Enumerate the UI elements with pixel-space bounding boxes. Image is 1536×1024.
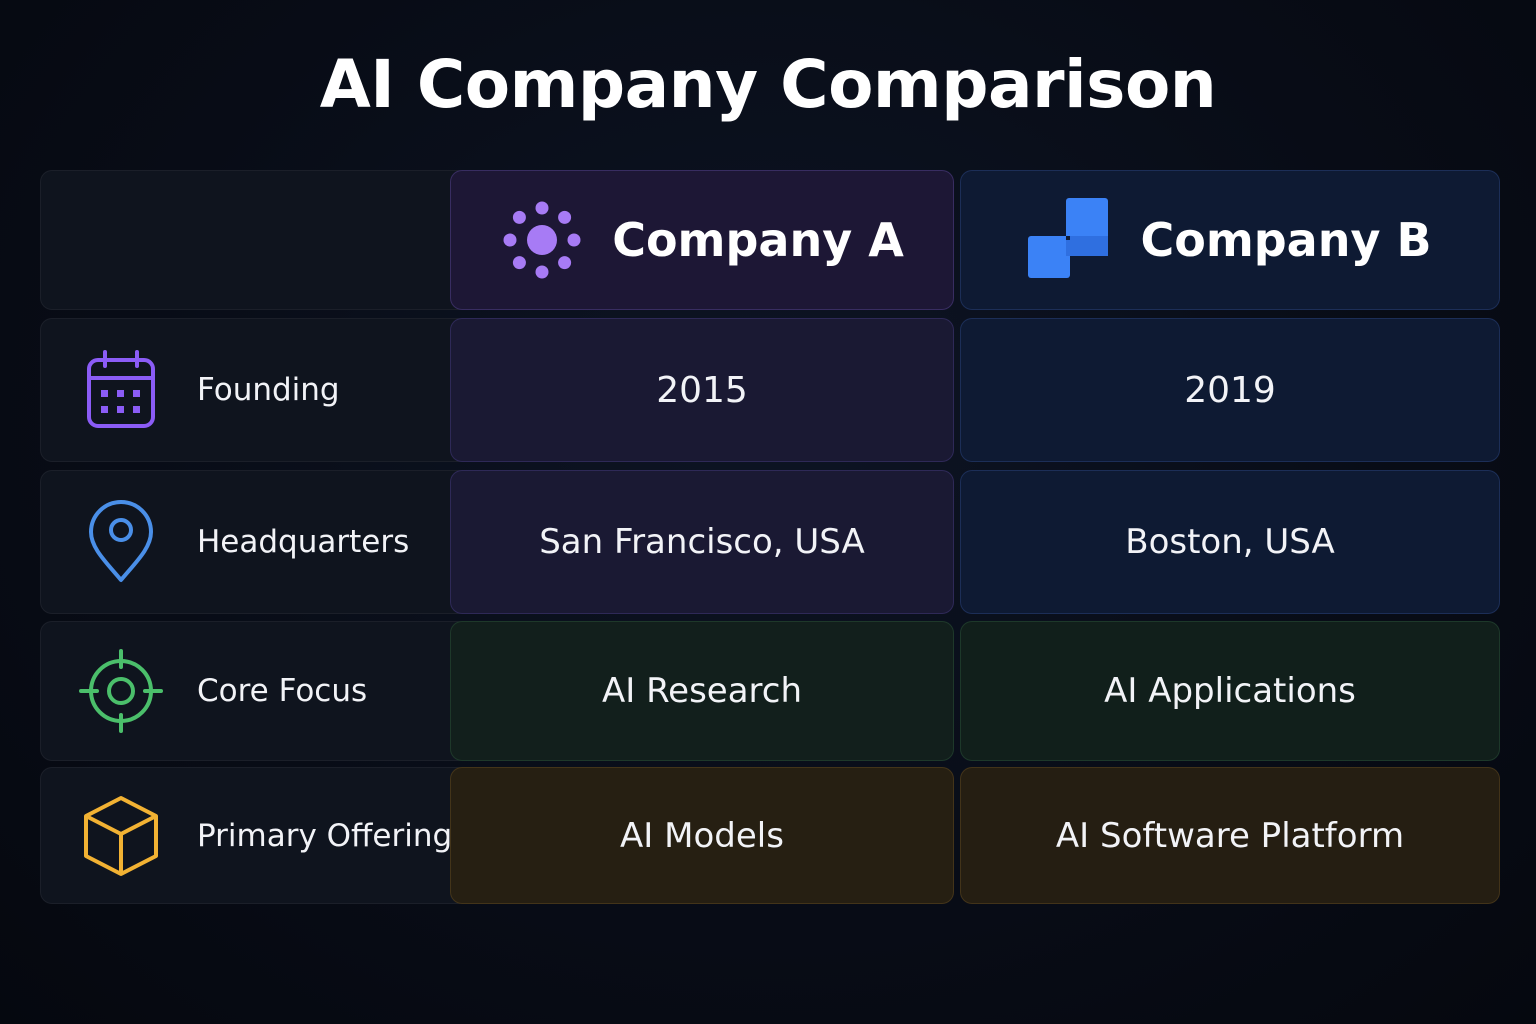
cell-value: AI Applications <box>1104 671 1356 711</box>
company-a-name: Company A <box>612 213 904 267</box>
cell-value: Boston, USA <box>1125 522 1335 562</box>
cell-value: AI Software Platform <box>1055 815 1405 856</box>
calendar-icon <box>79 348 163 432</box>
blue-squares-icon <box>1028 198 1112 282</box>
company-a-primary-offering: AI Models <box>450 767 954 904</box>
box-icon <box>79 794 163 878</box>
cell-value: San Francisco, USA <box>539 522 865 562</box>
cell-value: AI Models <box>620 815 784 856</box>
page-title: AI Company Comparison <box>319 46 1217 123</box>
company-b-primary-offering: AI Software Platform <box>960 767 1500 904</box>
row-label-primary-offering: Primary Offering <box>40 767 470 904</box>
header-empty-cell <box>40 170 470 310</box>
row-label-headquarters: Headquarters <box>40 470 470 614</box>
row-label-core-focus: Core Focus <box>40 621 470 761</box>
comparison-table: Company A Company B <box>40 170 1500 904</box>
row-label-text: Headquarters <box>197 524 410 560</box>
company-b-headquarters: Boston, USA <box>960 470 1500 614</box>
cell-value: 2019 <box>1184 369 1276 411</box>
company-a-founding: 2015 <box>450 318 954 462</box>
company-b-name: Company B <box>1140 213 1432 267</box>
company-a-headquarters: San Francisco, USA <box>450 470 954 614</box>
map-pin-icon <box>79 500 163 584</box>
company-b-founding: 2019 <box>960 318 1500 462</box>
target-icon <box>79 649 163 733</box>
row-label-text: Founding <box>197 372 340 408</box>
company-a-core-focus: AI Research <box>450 621 954 761</box>
sun-dots-icon <box>500 198 584 282</box>
company-b-core-focus: AI Applications <box>960 621 1500 761</box>
company-a-header: Company A <box>450 170 954 310</box>
cell-value: 2015 <box>656 369 748 411</box>
cell-value: AI Research <box>601 671 803 711</box>
row-label-founding: Founding <box>40 318 470 462</box>
company-b-header: Company B <box>960 170 1500 310</box>
row-label-text: Primary Offering <box>197 817 453 854</box>
row-label-text: Core Focus <box>197 673 368 709</box>
